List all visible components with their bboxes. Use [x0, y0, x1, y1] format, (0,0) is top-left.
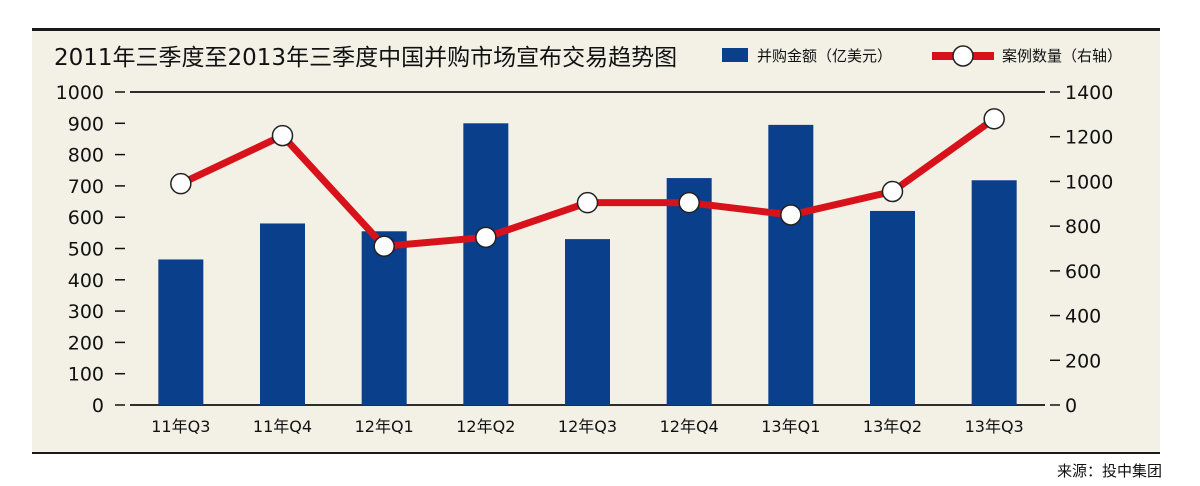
top-rule [32, 28, 1160, 31]
line-point [678, 191, 700, 214]
left-tick-label: 500 [68, 239, 104, 261]
left-tick-label: 800 [68, 145, 104, 167]
bar [870, 210, 915, 405]
line-point [271, 124, 294, 147]
source-note: 来源：投中集团 [1056, 462, 1162, 480]
line-point [881, 180, 904, 203]
bar [666, 178, 712, 405]
left-tick-label: 1000 [56, 82, 104, 104]
x-tick-label: 12年Q3 [558, 417, 617, 436]
right-tick-label: 200 [1065, 350, 1101, 372]
line-point [780, 204, 802, 226]
bar [361, 231, 407, 405]
bar [463, 123, 509, 406]
left-tick-label: 900 [68, 113, 104, 135]
left-tick-label: 300 [68, 301, 104, 323]
right-tick-label: 1400 [1065, 82, 1113, 104]
left-tick-label: 200 [68, 332, 104, 354]
line-point [983, 108, 1005, 130]
line-point [576, 191, 599, 214]
bottom-rule [32, 452, 1160, 454]
right-tick-label: 800 [1065, 216, 1101, 238]
bar [971, 180, 1017, 405]
x-tick-label: 11年Q4 [253, 417, 312, 436]
line-point [475, 226, 497, 249]
left-tick-label: 700 [68, 176, 104, 198]
x-tick-label: 13年Q2 [863, 417, 922, 436]
legend-bar-swatch [722, 48, 748, 62]
right-tick-label: 0 [1065, 395, 1077, 417]
legend-line-label: 案例数量（右轴） [1002, 47, 1123, 65]
line-point [170, 172, 192, 195]
bar [158, 259, 204, 405]
left-tick-label: 600 [68, 207, 104, 229]
x-tick-label: 12年Q4 [660, 417, 719, 436]
bar [260, 223, 305, 405]
x-tick-label: 11年Q3 [151, 417, 210, 436]
left-tick-label: 0 [92, 395, 104, 417]
left-tick-label: 100 [68, 364, 104, 386]
bar [768, 124, 814, 406]
legend-bar-label: 并购金额（亿美元） [757, 47, 893, 65]
left-tick-label: 400 [68, 270, 104, 292]
right-tick-label: 1200 [1065, 127, 1113, 149]
right-tick-label: 400 [1065, 306, 1101, 328]
right-tick-label: 1000 [1065, 171, 1113, 193]
x-tick-label: 13年Q3 [965, 417, 1024, 436]
x-tick-label: 13年Q1 [761, 417, 820, 436]
x-tick-label: 12年Q2 [456, 417, 515, 436]
bar [565, 239, 610, 405]
chart-title: 2011年三季度至2013年三季度中国并购市场宣布交易趋势图 [54, 45, 678, 71]
line-point [373, 235, 395, 258]
right-tick-label: 600 [1065, 261, 1101, 283]
x-tick-label: 12年Q1 [355, 417, 414, 436]
